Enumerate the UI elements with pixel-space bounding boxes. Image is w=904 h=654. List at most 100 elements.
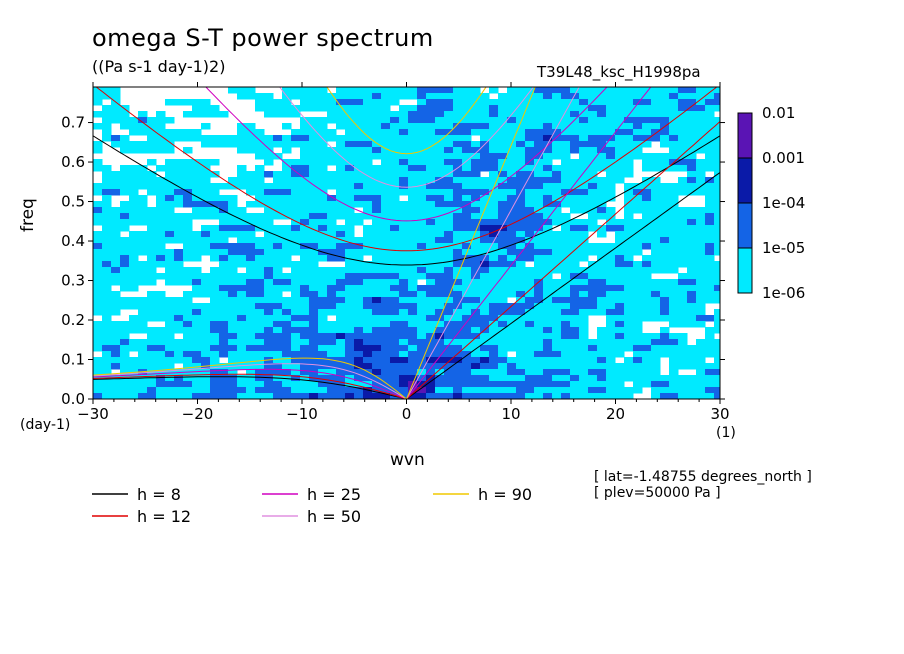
power-cell xyxy=(516,195,526,202)
power-cell xyxy=(489,363,499,370)
power-cell xyxy=(417,273,427,280)
power-cell xyxy=(435,327,445,334)
power-cell xyxy=(264,279,274,286)
power-cell xyxy=(678,177,688,184)
power-cell xyxy=(570,111,580,118)
power-cell xyxy=(588,177,598,184)
power-cell xyxy=(624,369,634,376)
power-cell xyxy=(570,219,580,226)
power-cell xyxy=(498,237,508,244)
power-cell xyxy=(138,363,148,370)
power-cell xyxy=(291,339,301,346)
power-cell xyxy=(462,201,472,208)
power-cell xyxy=(696,147,706,154)
power-cell xyxy=(714,129,720,136)
power-cell xyxy=(678,273,688,280)
power-cell xyxy=(588,201,598,208)
power-cell xyxy=(597,369,607,376)
power-cell xyxy=(255,393,265,399)
power-cell xyxy=(300,261,310,268)
power-cell xyxy=(498,243,508,250)
power-cell xyxy=(615,135,625,142)
power-cell xyxy=(453,177,463,184)
power-cell xyxy=(489,249,499,256)
power-cell xyxy=(462,87,472,94)
power-cell xyxy=(264,363,274,370)
power-cell xyxy=(597,333,607,340)
power-cell xyxy=(687,303,697,310)
power-cell xyxy=(264,369,274,376)
power-cell xyxy=(165,99,175,106)
power-cell xyxy=(588,207,598,214)
power-cell xyxy=(687,93,697,100)
power-cell xyxy=(570,171,580,178)
power-cell xyxy=(309,93,319,100)
power-cell xyxy=(192,135,202,142)
power-cell xyxy=(273,297,283,304)
power-cell xyxy=(570,309,580,316)
power-cell xyxy=(156,327,166,334)
power-cell xyxy=(174,231,184,238)
power-cell xyxy=(399,345,409,352)
power-cell xyxy=(354,195,364,202)
power-cell xyxy=(651,177,661,184)
y-tick-label: 0.7 xyxy=(61,114,85,132)
power-cell xyxy=(300,129,310,136)
power-cell xyxy=(147,189,157,196)
power-cell xyxy=(327,207,337,214)
power-cell xyxy=(435,207,445,214)
power-cell xyxy=(444,117,454,124)
power-cell xyxy=(525,309,535,316)
power-cell xyxy=(678,309,688,316)
power-cell xyxy=(651,249,661,256)
power-cell xyxy=(534,183,544,190)
power-cell xyxy=(93,285,103,292)
power-cell xyxy=(543,261,553,268)
power-cell xyxy=(93,303,103,310)
power-cell xyxy=(462,147,472,154)
power-cell xyxy=(111,351,121,358)
power-cell xyxy=(399,249,409,256)
power-cell xyxy=(93,231,103,238)
power-cell xyxy=(210,321,220,328)
power-cell xyxy=(678,243,688,250)
power-cell xyxy=(660,141,670,148)
power-cell xyxy=(705,159,715,166)
power-cell xyxy=(444,375,454,382)
power-cell xyxy=(165,345,175,352)
power-cell xyxy=(651,375,661,382)
power-cell xyxy=(570,267,580,274)
power-cell xyxy=(336,201,346,208)
power-cell xyxy=(111,357,121,364)
power-cell xyxy=(399,231,409,238)
power-cell xyxy=(408,93,418,100)
power-cell xyxy=(237,309,247,316)
power-cell xyxy=(246,225,256,232)
power-cell xyxy=(255,255,265,262)
power-cell xyxy=(471,285,481,292)
power-cell xyxy=(156,201,166,208)
power-cell xyxy=(345,117,355,124)
power-cell xyxy=(570,291,580,298)
power-cell xyxy=(660,129,670,136)
power-cell xyxy=(642,345,652,352)
power-cell xyxy=(606,171,616,178)
power-cell xyxy=(165,369,175,376)
power-cell xyxy=(633,237,643,244)
power-cell xyxy=(129,363,139,370)
power-cell xyxy=(354,123,364,130)
power-cell xyxy=(354,387,364,394)
power-cell xyxy=(435,303,445,310)
power-cell xyxy=(651,297,661,304)
power-cell xyxy=(543,207,553,214)
power-cell xyxy=(336,321,346,328)
power-cell xyxy=(183,165,193,172)
power-cell xyxy=(183,393,193,399)
power-cell xyxy=(399,93,409,100)
power-cell xyxy=(489,147,499,154)
power-cell xyxy=(408,153,418,160)
power-cell xyxy=(381,357,391,364)
power-cell xyxy=(561,99,571,106)
power-cell xyxy=(201,393,211,399)
power-cell xyxy=(570,345,580,352)
